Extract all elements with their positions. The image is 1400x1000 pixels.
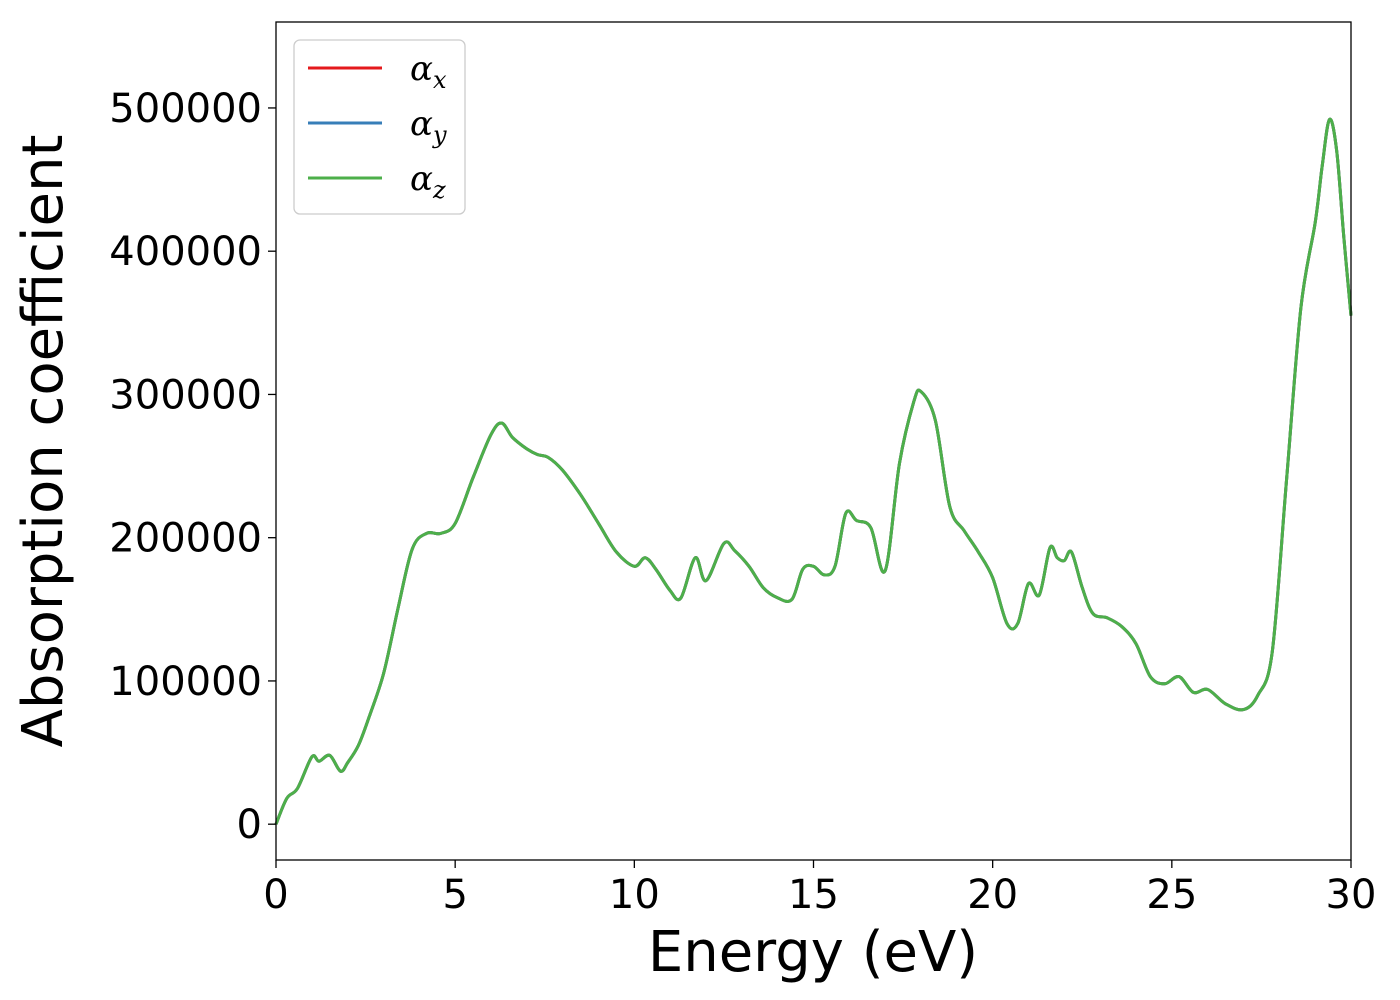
x-tick-label: 10 [609, 872, 660, 918]
y-tick-label: 0 [237, 802, 262, 848]
x-tick-label: 30 [1326, 872, 1377, 918]
x-axis-title: Energy (eV) [648, 920, 978, 985]
x-axis-ticks: 0 5 10 15 20 25 30 [263, 860, 1376, 918]
x-tick-label: 25 [1146, 872, 1197, 918]
x-tick-label: 20 [967, 872, 1018, 918]
y-axis-title: Absorption coefficient [11, 135, 76, 748]
y-axis-ticks: 0 100000 200000 300000 400000 500000 [109, 86, 276, 848]
y-tick-label: 400000 [109, 229, 262, 275]
legend-label-alpha-x: αx [410, 49, 447, 94]
y-tick-label: 500000 [109, 86, 262, 132]
x-tick-label: 0 [263, 872, 288, 918]
plot-lines [274, 117, 1353, 825]
y-tick-label: 300000 [109, 372, 262, 418]
y-tick-label: 100000 [109, 659, 262, 705]
y-tick-label: 200000 [109, 516, 262, 562]
x-tick-label: 5 [442, 872, 467, 918]
series-line-alpha-z [274, 117, 1353, 825]
legend-frame [293, 39, 466, 215]
x-tick-label: 15 [788, 872, 839, 918]
